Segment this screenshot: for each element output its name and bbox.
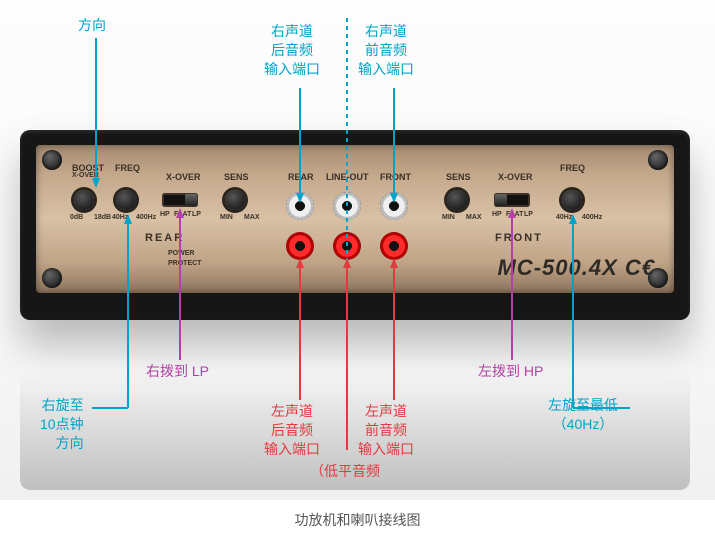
label-xover: X-OVER <box>72 172 99 179</box>
callout-left-hp: 左拨到 HP <box>478 362 543 381</box>
callout-left-rear: 左声道 后音频 输入端口 <box>264 402 320 459</box>
callout-right-lp: 右拨到 LP <box>146 362 209 381</box>
label-xover-sw: X-OVER <box>166 172 201 182</box>
rca-white-rear <box>286 192 314 220</box>
screw <box>42 268 62 288</box>
callout-right-rear: 右声道 后音频 输入端口 <box>264 22 320 79</box>
callout-rot10: 右旋至 10点钟 方向 <box>40 396 84 453</box>
label-40hz-r: 40Hz <box>556 214 572 221</box>
callout-rotlow: 左旋至最低 （40Hz） <box>548 396 618 434</box>
switch-xover-right <box>494 193 530 207</box>
label-rear: REAR <box>145 232 184 244</box>
label-min: MIN <box>220 214 233 221</box>
label-lineout: LINE-OUT <box>326 172 369 182</box>
dial-freq-right <box>562 190 582 210</box>
label-xover-sw-r: X-OVER <box>498 172 533 182</box>
callout-direction: 方向 <box>78 16 106 35</box>
label-40hz: 40Hz <box>112 214 128 221</box>
label-front-top: FRONT <box>380 172 411 182</box>
label-max-r: MAX <box>466 214 482 221</box>
label-flat: FLAT <box>174 211 191 218</box>
callout-left-front: 左声道 前音频 输入端口 <box>358 402 414 459</box>
rca-red-rear <box>286 232 314 260</box>
label-rear-top: REAR <box>288 172 314 182</box>
dial-sens-left <box>225 190 245 210</box>
label-power: POWER <box>168 250 194 257</box>
label-18db: 18dB <box>94 214 111 221</box>
screw <box>42 150 62 170</box>
diagram-stage: BOOST FREQ X-OVER 0dB 18dB 40Hz 400Hz X-… <box>0 0 715 544</box>
label-max: MAX <box>244 214 260 221</box>
label-freq-l: FREQ <box>115 163 140 173</box>
label-0db: 0dB <box>70 214 83 221</box>
label-sens-r: SENS <box>446 172 471 182</box>
label-lp: LP <box>192 211 201 218</box>
dial-freq-left <box>116 190 136 210</box>
label-400hz: 400Hz <box>136 214 156 221</box>
label-400hz-r: 400Hz <box>582 214 602 221</box>
label-flat-r: FLAT <box>506 211 523 218</box>
label-freq-r: FREQ <box>560 163 585 173</box>
callout-right-front: 右声道 前音频 输入端口 <box>358 22 414 79</box>
label-lp-r: LP <box>524 211 533 218</box>
label-protect: PROTECT <box>168 260 201 267</box>
model-text: MC-500.4X C€ <box>497 255 655 281</box>
screw <box>648 150 668 170</box>
rca-white-front <box>380 192 408 220</box>
label-hp: HP <box>160 211 170 218</box>
rca-red-lineout <box>333 232 361 260</box>
switch-xover-left <box>162 193 198 207</box>
label-front: FRONT <box>495 232 543 244</box>
rca-white-lineout <box>333 192 361 220</box>
callout-lowlevel: （低平音频 <box>310 462 380 481</box>
rca-red-front <box>380 232 408 260</box>
label-sens-l: SENS <box>224 172 249 182</box>
figure-caption: 功放机和喇叭接线图 <box>0 510 715 530</box>
dial-sens-right <box>447 190 467 210</box>
dial-boost <box>74 190 94 210</box>
photo-area: BOOST FREQ X-OVER 0dB 18dB 40Hz 400Hz X-… <box>0 0 715 500</box>
label-min-r: MIN <box>442 214 455 221</box>
label-hp-r: HP <box>492 211 502 218</box>
